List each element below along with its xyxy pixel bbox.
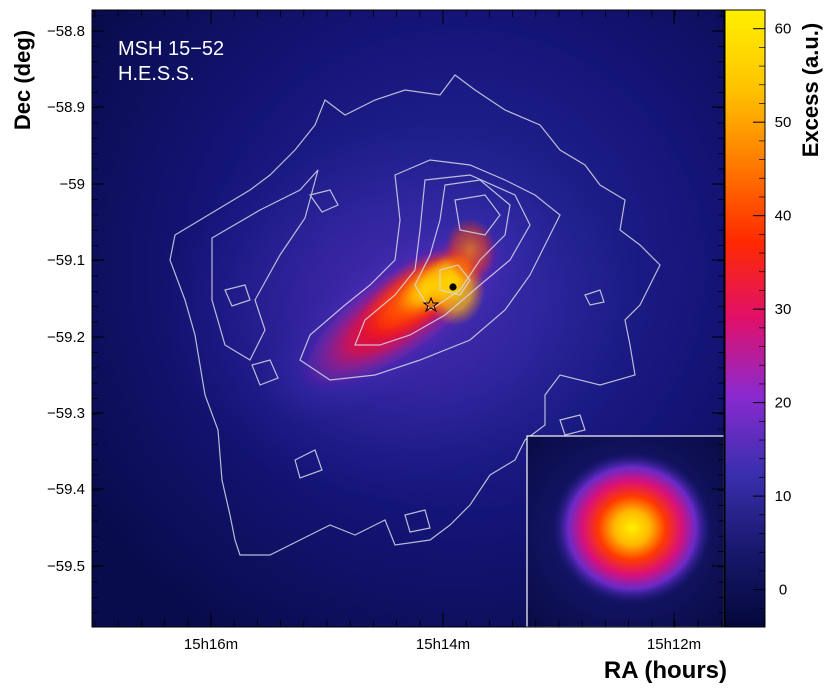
map-title-line-1: MSH 15−52 [118,38,224,60]
plot-frame [91,9,725,628]
centroid-marker-dot [449,283,457,291]
colorbar-tick-label: 30 [775,301,792,318]
y-axis-ticks: −58.8 −58.9 −59 −59.1 −59.2 −59.3 −59.4 −59.5 [47,15,724,614]
colorbar-label: Excess (a.u.) [798,23,823,158]
colorbar-tick-label: 40 [775,208,792,225]
colorbar-tick-label: 20 [775,395,792,412]
y-tick-label: −59.3 [47,405,85,422]
pulsar-marker-star [422,296,440,313]
colorbar [724,9,766,628]
y-tick-label: −58.9 [47,99,85,116]
y-axis-label: Dec (deg) [10,30,35,130]
colorbar-ticks: 0 10 20 30 40 50 60 [753,9,792,609]
y-tick-label: −59.5 [47,558,85,575]
heatmap-image [92,10,724,627]
x-tick-label: 15h14m [416,636,470,653]
y-tick-label: −59.4 [47,481,85,498]
y-tick-label: −59 [60,176,85,193]
x-axis-label: RA (hours) [604,657,727,684]
x-tick-label: 15h16m [184,636,238,653]
psf-inset [526,435,725,628]
y-tick-label: −58.8 [47,23,85,40]
colorbar-tick-label: 50 [775,114,792,131]
y-tick-label: −59.1 [47,252,85,269]
map-title-line-2: H.E.S.S. [118,63,195,85]
x-tick-label: 15h12m [647,636,701,653]
colorbar-tick-label: 0 [779,582,787,599]
y-tick-label: −59.2 [47,329,85,346]
contour-lines [169,74,661,556]
x-axis-ticks: 15h16m 15h14m 15h12m [94,10,722,653]
colorbar-tick-label: 60 [775,21,792,38]
colorbar-tick-label: 10 [775,488,792,505]
